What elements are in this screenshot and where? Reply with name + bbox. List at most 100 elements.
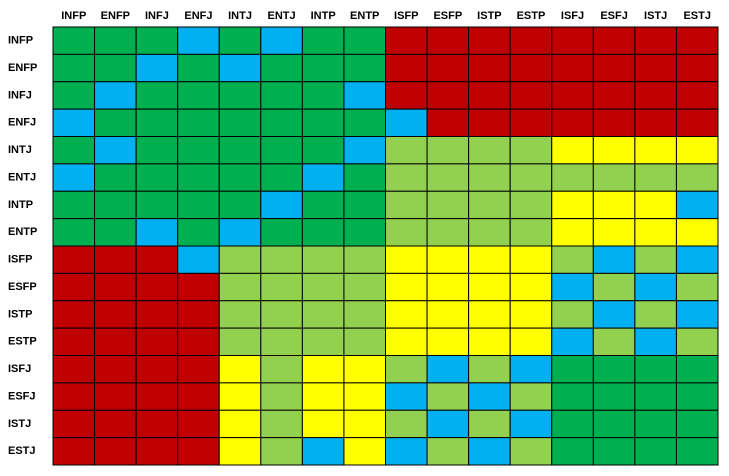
grid-cell	[52, 300, 96, 329]
grid-cell	[592, 272, 636, 302]
grid-cell	[675, 163, 719, 192]
grid-cell	[135, 108, 179, 137]
grid-cell	[468, 53, 511, 83]
grid-cell	[177, 108, 220, 137]
grid-cell	[592, 26, 636, 55]
grid-cell	[301, 136, 345, 165]
grid-cell	[426, 190, 470, 220]
column-label: ISTJ	[644, 10, 667, 22]
grid-cell	[634, 272, 677, 302]
grid-cell	[385, 327, 428, 356]
grid-cell	[385, 26, 428, 55]
grid-cell	[468, 327, 511, 356]
grid-cell	[260, 108, 303, 137]
grid-cell	[385, 300, 428, 329]
grid-cell	[551, 300, 594, 329]
grid-cell	[343, 300, 386, 329]
grid-cell	[426, 272, 470, 302]
grid-cell	[551, 327, 594, 356]
grid-cell	[135, 81, 179, 110]
grid-cell	[343, 163, 386, 192]
row-label: INFP	[8, 35, 33, 47]
grid-cell	[426, 218, 470, 247]
grid-cell	[177, 163, 220, 192]
grid-cell	[343, 382, 386, 411]
grid-cell	[385, 355, 428, 384]
grid-cell	[301, 272, 345, 302]
grid-cell	[343, 245, 386, 274]
grid-cell	[52, 190, 96, 220]
grid-cell	[675, 81, 719, 110]
row-label: ISTP	[8, 308, 32, 320]
grid-cell	[94, 355, 137, 384]
grid-cell	[592, 382, 636, 411]
grid-cell	[592, 53, 636, 83]
grid-cell	[509, 272, 553, 302]
grid-cell	[218, 245, 262, 274]
grid-cell	[177, 355, 220, 384]
grid-cell	[385, 437, 428, 466]
grid-cell	[343, 26, 386, 55]
grid-cell	[301, 163, 345, 192]
grid-cell	[592, 300, 636, 329]
grid-cell	[509, 382, 553, 411]
grid-cell	[675, 437, 719, 466]
grid-cell	[551, 53, 594, 83]
grid-cell	[551, 355, 594, 384]
grid-cell	[260, 355, 303, 384]
grid-cell	[94, 409, 137, 439]
grid-cell	[592, 409, 636, 439]
grid-cell	[177, 409, 220, 439]
column-label: ESTP	[517, 10, 546, 22]
grid-cell	[218, 218, 262, 247]
grid-cell	[94, 218, 137, 247]
grid-cell	[426, 136, 470, 165]
row-label: ISTJ	[8, 418, 31, 430]
grid-cell	[135, 272, 179, 302]
grid-cell	[385, 272, 428, 302]
grid-cell	[509, 163, 553, 192]
grid-cell	[94, 163, 137, 192]
grid-cell	[135, 190, 179, 220]
grid-cell	[343, 218, 386, 247]
grid-cell	[301, 26, 345, 55]
grid-cell	[509, 300, 553, 329]
grid-cell	[343, 272, 386, 302]
grid-cell	[675, 409, 719, 439]
grid-cell	[509, 327, 553, 356]
row-label: ESFP	[8, 281, 37, 293]
grid-cell	[343, 355, 386, 384]
grid-cell	[343, 437, 386, 466]
grid-cell	[634, 108, 677, 137]
grid-cell	[218, 272, 262, 302]
grid-cell	[301, 108, 345, 137]
grid-cell	[634, 409, 677, 439]
grid-cell	[634, 81, 677, 110]
grid-cell	[301, 81, 345, 110]
grid-cell	[52, 136, 96, 165]
column-label: INTJ	[228, 10, 252, 22]
row-label: ISFJ	[8, 363, 31, 375]
grid-cell	[426, 437, 470, 466]
grid-cell	[426, 53, 470, 83]
grid-cell	[675, 136, 719, 165]
grid-cell	[177, 136, 220, 165]
grid-cell	[426, 26, 470, 55]
grid-cell	[94, 382, 137, 411]
row-label: ESFJ	[8, 390, 36, 402]
row-label: ENFP	[8, 62, 37, 74]
grid-cell	[135, 300, 179, 329]
grid-cell	[426, 81, 470, 110]
grid-cell	[675, 53, 719, 83]
grid-cell	[385, 218, 428, 247]
grid-cell	[177, 81, 220, 110]
grid-cell	[551, 108, 594, 137]
grid-cell	[177, 437, 220, 466]
grid-cell	[52, 81, 96, 110]
grid-cell	[94, 245, 137, 274]
grid-cell	[468, 355, 511, 384]
grid-cell	[94, 136, 137, 165]
grid-cell	[94, 26, 137, 55]
grid-cell	[634, 26, 677, 55]
column-label: ENTP	[350, 10, 379, 22]
